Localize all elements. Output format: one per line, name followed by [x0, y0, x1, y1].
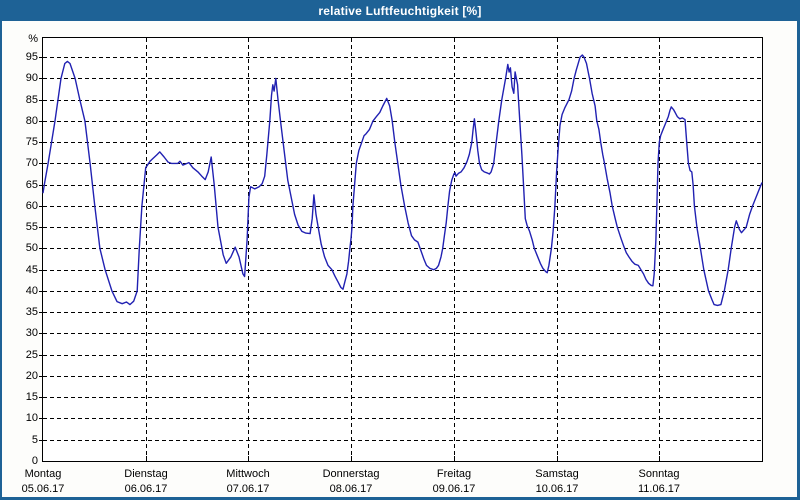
y-tick-label-30: 30: [25, 327, 38, 339]
chart-title: relative Luftfeuchtigkeit [%]: [318, 3, 482, 18]
y-tick-label-80: 80: [25, 115, 38, 127]
x-date-label-1: 05.06.17: [21, 483, 65, 495]
x-day-label-2: Dienstag: [124, 468, 168, 480]
y-tick-label-60: 60: [25, 200, 38, 212]
y-tick-label-65: 65: [25, 179, 38, 191]
x-day-label-5: Freitag: [436, 468, 472, 480]
x-date-label-7: 11.06.17: [637, 483, 680, 495]
y-tick-label-5: 5: [31, 434, 38, 446]
y-tick-label-75: 75: [25, 136, 38, 148]
x-date-label-5: 09.06.17: [432, 483, 476, 495]
window-titlebar: relative Luftfeuchtigkeit [%]: [2, 0, 797, 21]
y-tick-label-15: 15: [25, 391, 38, 403]
plot-area: [42, 37, 763, 462]
y-tick-label-90: 90: [25, 72, 38, 84]
x-date-label-2: 06.06.17: [124, 483, 168, 495]
humidity-series-line: [42, 54, 763, 307]
y-tick-label-85: 85: [25, 94, 38, 106]
y-tick-label-25: 25: [25, 349, 38, 361]
x-date-label-3: 07.06.17: [226, 483, 270, 495]
y-tick-label-45: 45: [25, 264, 38, 276]
y-tick-label-35: 35: [25, 306, 38, 318]
y-tick-label-55: 55: [25, 221, 38, 233]
y-tick-label-40: 40: [25, 285, 38, 297]
y-tick-label-0: 0: [31, 455, 38, 467]
x-day-label-1: Montag: [24, 468, 62, 480]
x-day-label-6: Samstag: [535, 468, 579, 480]
y-tick-label-70: 70: [25, 157, 38, 169]
y-tick-label-50: 50: [25, 242, 38, 254]
x-day-label-4: Donnerstag: [322, 468, 380, 480]
x-day-label-3: Mittwoch: [226, 468, 270, 480]
y-tick-label-10: 10: [25, 412, 38, 424]
x-date-label-4: 08.06.17: [329, 483, 373, 495]
y-tick-label-95: 95: [25, 51, 38, 63]
x-day-label-7: Sonntag: [638, 468, 680, 480]
y-axis-unit-label: %: [28, 33, 38, 45]
x-date-label-6: 10.06.17: [535, 483, 579, 495]
y-tick-label-20: 20: [25, 370, 38, 382]
